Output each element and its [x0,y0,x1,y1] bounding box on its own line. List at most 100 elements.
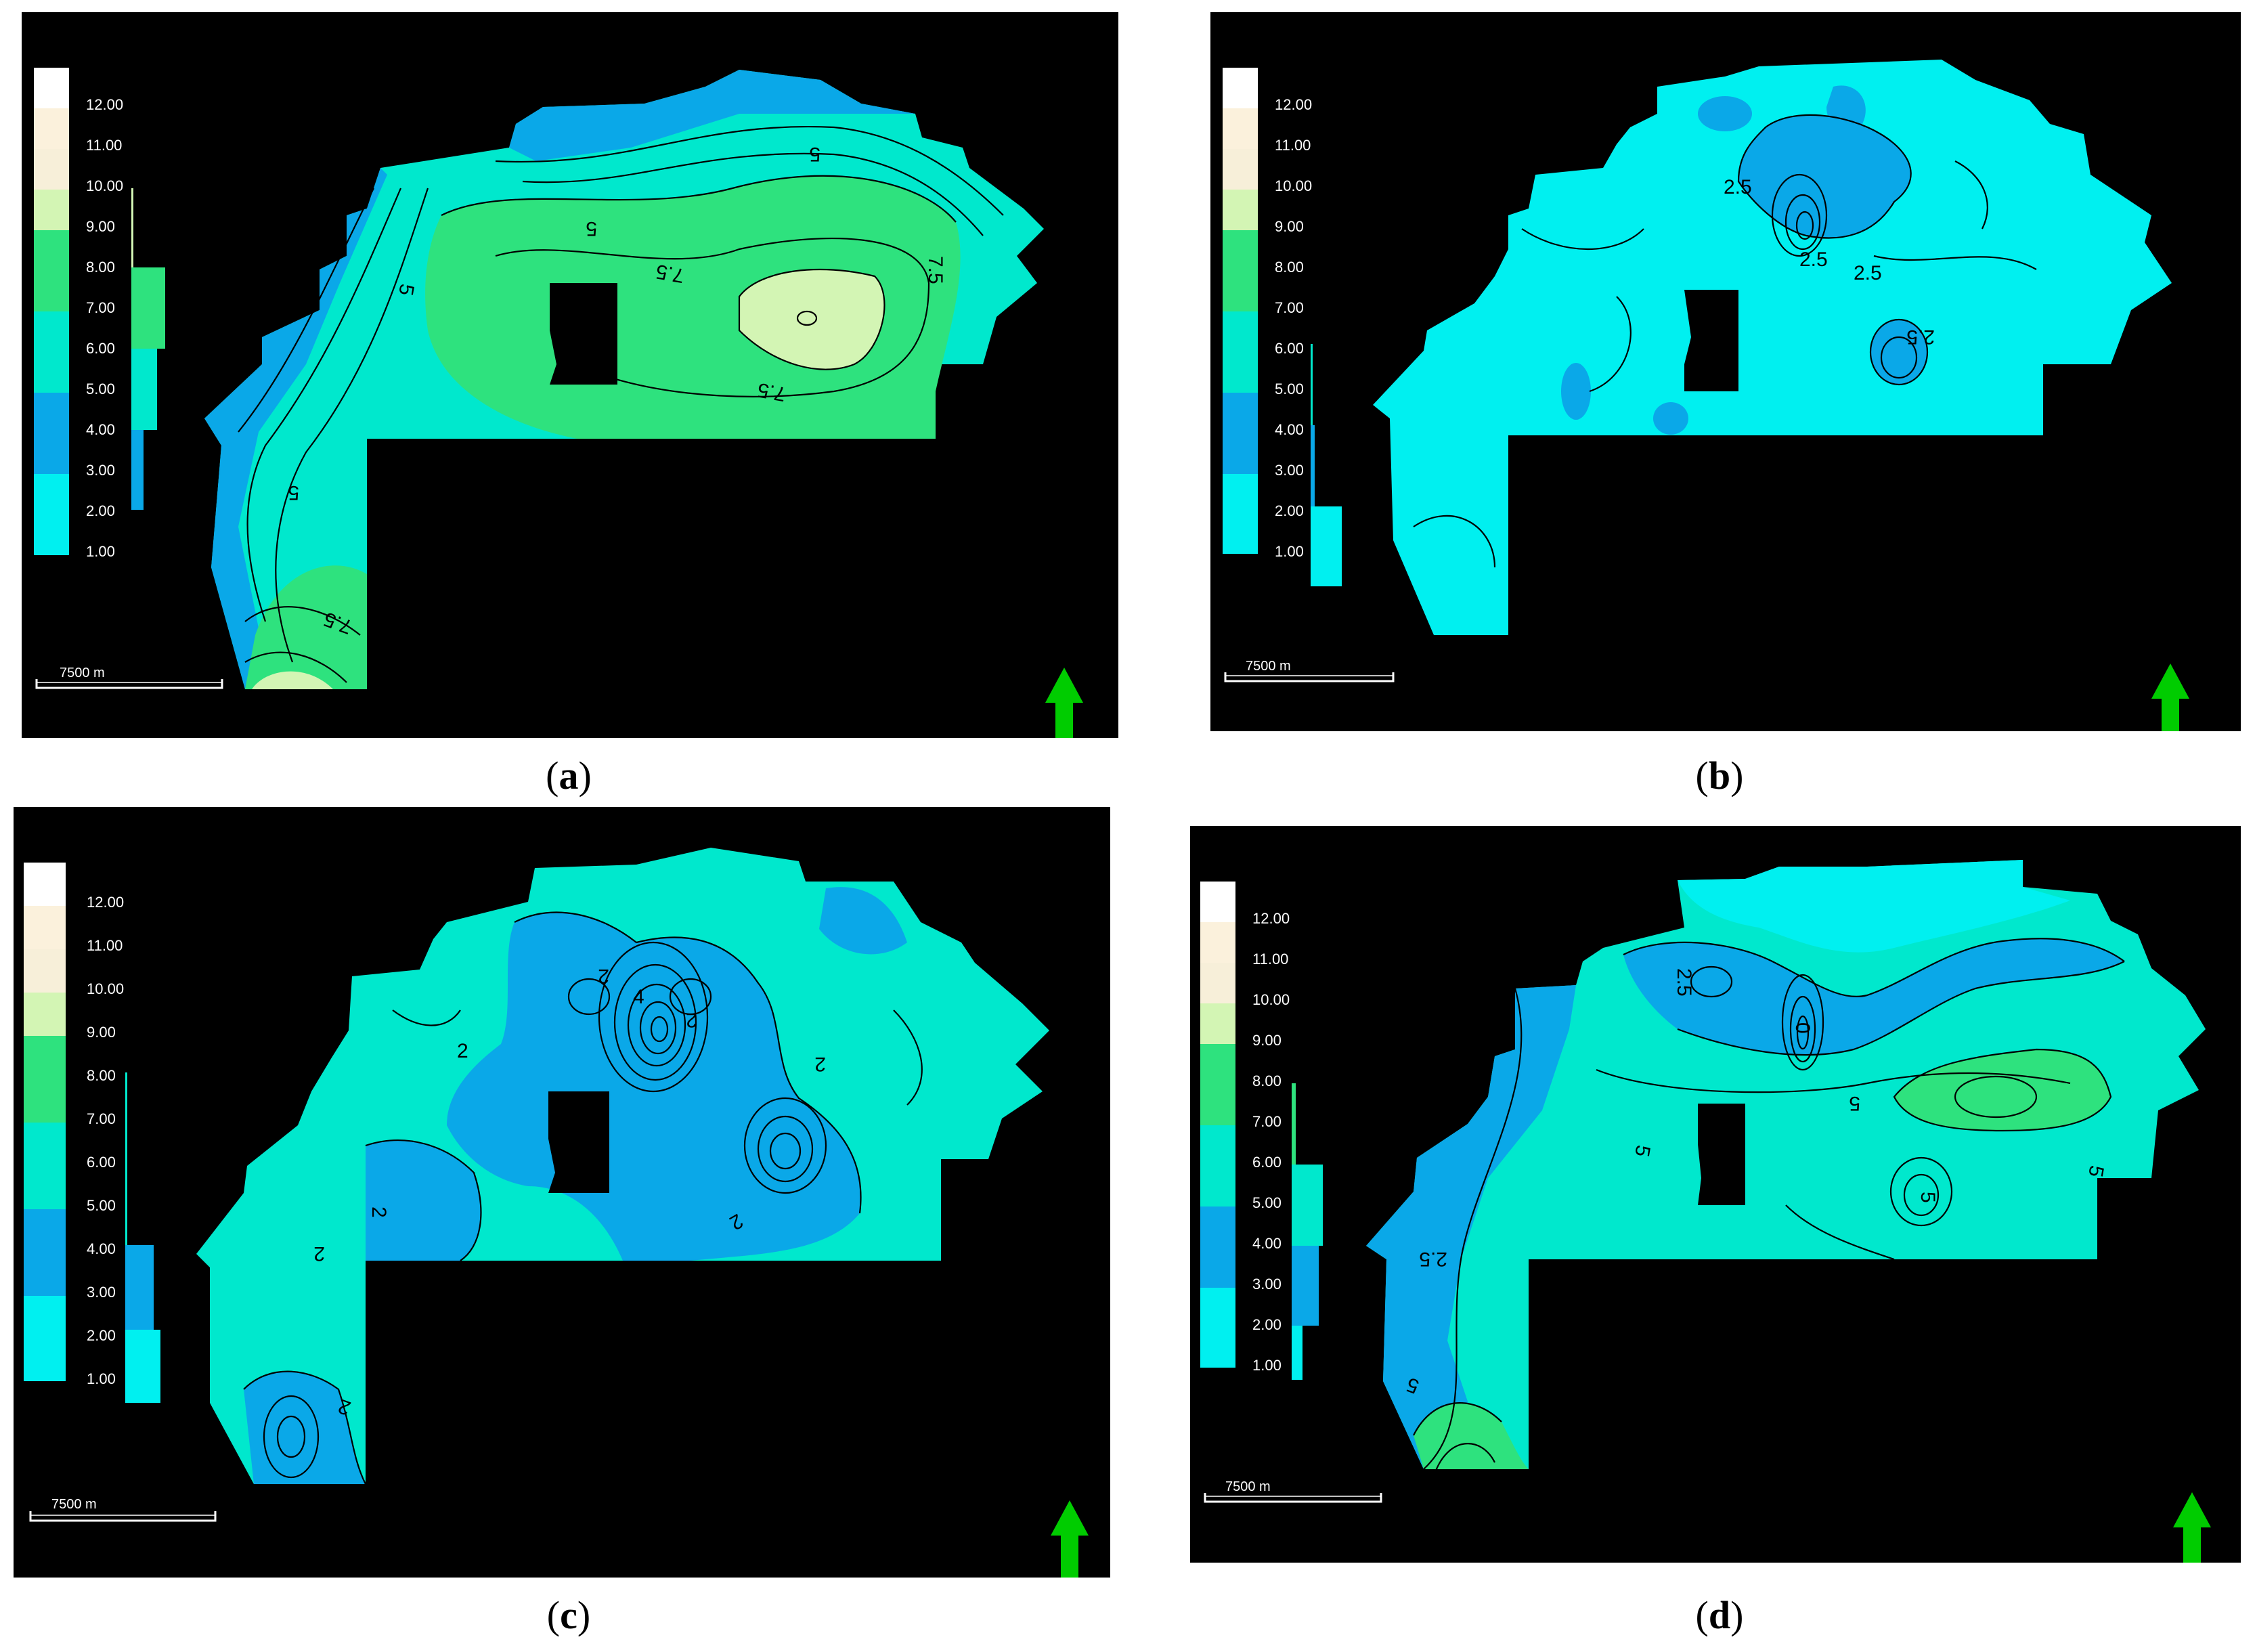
legend-tick: 7.00 [1275,299,1304,316]
legend-tick: 9.00 [1252,1032,1282,1049]
legend-tick: 4.00 [86,421,115,438]
legend-tick: 11.00 [86,137,122,154]
contour-label: 5 [1917,1192,1939,1203]
scale-bar: 7500 m [35,666,223,689]
scale-bar: 7500 m [1204,1479,1382,1503]
color-legend: 12.00 11.00 10.00 9.00 8.00 7.00 6.00 5.… [24,863,124,1387]
region-shape [1373,60,2172,635]
contour-label: 2.5 [1906,326,1935,348]
legend-tick: 8.00 [86,259,115,276]
color-legend: 12.00 11.00 10.00 9.00 8.00 7.00 6.00 5.… [34,68,123,560]
legend-tick: 12.00 [1252,910,1290,927]
map-panel-d: 2.5 0 5 5 5 5 2.5 5 12.00 11.00 10.00 9.… [1190,826,2241,1563]
panel-caption-c: (c) [546,1593,591,1637]
contour-label: 7.5 [924,256,946,284]
map-c-canvas: 2 2 2 2 2 4 2 2 2 2 12.00 11.00 10.00 9.… [24,848,1089,1578]
contour-label: 2 [686,1009,697,1031]
map-b-canvas: 2.5 2.5 2.5 2.5 12.00 11.00 10.00 9.00 8… [1223,60,2189,731]
scale-bar-label: 7500 m [60,666,105,680]
legend-tick: 7.00 [1252,1113,1282,1130]
scale-bar-label: 7500 m [1246,659,1291,674]
legend-tick: 10.00 [87,980,124,997]
legend-tick: 3.00 [1275,462,1304,479]
legend-tick: 5.00 [1275,381,1304,397]
legend-tick: 2.00 [87,1327,116,1344]
contour-label: 4 [633,986,644,1008]
map-panel-b: 2.5 2.5 2.5 2.5 12.00 11.00 10.00 9.00 8… [1210,12,2241,731]
value-histogram [125,1072,160,1403]
contour-label: 2.5 [1673,968,1695,997]
contour-label: 2.5 [1799,248,1828,271]
map-panel-c: 2 2 2 2 2 4 2 2 2 2 12.00 11.00 10.00 9.… [14,807,1110,1578]
legend-tick: 5.00 [87,1197,116,1214]
contour-label: 2 [598,965,609,987]
map-panel-a: 5 5 5 5 7.5 7.5 7.5 7.5 12.00 11.00 10.0… [22,12,1118,738]
legend-tick: 9.00 [1275,218,1304,235]
contour-label: 7.5 [654,260,686,287]
panel-caption-b: (b) [1695,754,1744,798]
contour-label: 5 [1849,1092,1860,1114]
contour-label: 2 [342,1496,360,1521]
legend-tick: 4.00 [1275,421,1304,438]
legend-tick: 12.00 [1275,96,1312,113]
contour-label: 5 [586,217,597,240]
legend-tick: 2.00 [1252,1316,1282,1333]
map-a-canvas: 5 5 5 5 7.5 7.5 7.5 7.5 12.00 11.00 10.0… [34,68,1083,738]
legend-tick: 3.00 [87,1284,116,1301]
legend-tick: 5.00 [86,381,115,397]
contour-label: 2.5 [1724,176,1752,198]
value-histogram [131,188,165,510]
legend-tick: 12.00 [87,894,124,911]
contour-label: 5 [1630,1144,1654,1158]
legend-tick: 8.00 [1275,259,1304,276]
contour-label: 2 [457,1040,468,1062]
scale-bar: 7500 m [1224,659,1395,682]
legend-tick: 1.00 [1275,543,1304,560]
contour-label: 7.5 [756,378,787,406]
legend-tick: 6.00 [1252,1154,1282,1171]
contour-label: 0 [1791,1022,1814,1034]
value-histogram [1311,344,1342,586]
legend-tick: 7.00 [87,1110,116,1127]
scale-bar-label: 7500 m [51,1497,97,1512]
north-arrow-icon [1045,668,1083,738]
panel-caption-a: (a) [546,754,592,798]
legend-tick: 6.00 [1275,340,1304,357]
contour-label: 2 [814,1053,826,1075]
color-legend: 12.00 11.00 10.00 9.00 8.00 7.00 6.00 5.… [1223,68,1312,560]
legend-tick: 11.00 [1275,137,1311,154]
legend-tick: 1.00 [1252,1357,1282,1374]
north-arrow-icon [2173,1492,2211,1563]
legend-tick: 4.00 [1252,1235,1282,1252]
legend-tick: 8.00 [87,1067,116,1084]
legend-tick: 9.00 [87,1024,116,1041]
legend-tick: 11.00 [87,937,123,954]
legend-tick: 6.00 [87,1154,116,1171]
legend-tick: 1.00 [87,1370,116,1387]
legend-tick: 6.00 [86,340,115,357]
color-legend: 12.00 11.00 10.00 9.00 8.00 7.00 6.00 5.… [1200,882,1290,1374]
legend-tick: 4.00 [87,1240,116,1257]
legend-tick: 9.00 [86,218,115,235]
contour-label: 2.5 [1854,262,1882,284]
value-histogram [1292,1083,1323,1380]
legend-tick: 2.00 [1275,502,1304,519]
contour-label: 2.5 [1419,1248,1447,1270]
legend-tick: 8.00 [1252,1072,1282,1089]
legend-tick: 10.00 [86,177,123,194]
contour-label: 5 [2084,1164,2107,1179]
legend-tick: 12.00 [86,96,123,113]
region-shape [1366,860,2206,1469]
legend-tick: 3.00 [86,462,115,479]
contour-label: 5 [288,481,299,504]
contour-label: 2 [313,1242,325,1265]
legend-tick: 10.00 [1275,177,1312,194]
map-d-canvas: 2.5 0 5 5 5 5 2.5 5 12.00 11.00 10.00 9.… [1200,860,2211,1563]
legend-tick: 5.00 [1252,1194,1282,1211]
north-arrow-icon [2151,664,2189,731]
panel-caption-d: (d) [1695,1593,1744,1637]
legend-tick: 2.00 [86,502,115,519]
legend-tick: 10.00 [1252,991,1290,1008]
legend-tick: 3.00 [1252,1276,1282,1292]
contour-label: 2 [368,1207,390,1218]
